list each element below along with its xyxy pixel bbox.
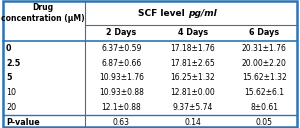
Text: 2.5: 2.5 [6, 58, 20, 68]
Text: 0.05: 0.05 [256, 118, 273, 127]
Text: 20.31±1.76: 20.31±1.76 [242, 44, 287, 53]
Text: 6.87±0.66: 6.87±0.66 [101, 58, 141, 68]
Text: 10.93±0.88: 10.93±0.88 [99, 88, 144, 97]
Text: 16.25±1.32: 16.25±1.32 [170, 73, 215, 82]
Text: 0.14: 0.14 [184, 118, 201, 127]
Text: SCF level: SCF level [138, 9, 188, 18]
Text: 5: 5 [6, 73, 11, 82]
Text: 10: 10 [6, 88, 16, 97]
Text: 20: 20 [6, 103, 16, 112]
Text: 6 Days: 6 Days [249, 28, 279, 38]
Text: 4 Days: 4 Days [178, 28, 208, 38]
Text: 10.93±1.76: 10.93±1.76 [99, 73, 144, 82]
Text: 9.37±5.74: 9.37±5.74 [172, 103, 213, 112]
Text: 15.62±1.32: 15.62±1.32 [242, 73, 286, 82]
Text: Drug
concentration (μM): Drug concentration (μM) [1, 3, 85, 23]
Text: 0: 0 [6, 44, 11, 53]
Text: 8±0.61: 8±0.61 [250, 103, 278, 112]
Text: 17.18±1.76: 17.18±1.76 [170, 44, 215, 53]
Text: 6.37±0.59: 6.37±0.59 [101, 44, 141, 53]
Text: 2 Days: 2 Days [106, 28, 136, 38]
Text: 12.81±0.00: 12.81±0.00 [170, 88, 215, 97]
Text: 17.81±2.65: 17.81±2.65 [170, 58, 215, 68]
Text: P-value: P-value [6, 118, 40, 127]
Text: 20.00±2.20: 20.00±2.20 [242, 58, 287, 68]
Text: 0.63: 0.63 [113, 118, 130, 127]
Text: 12.1±0.88: 12.1±0.88 [101, 103, 141, 112]
Text: pg/ml: pg/ml [188, 9, 217, 18]
Text: 15.62±6.1: 15.62±6.1 [244, 88, 284, 97]
